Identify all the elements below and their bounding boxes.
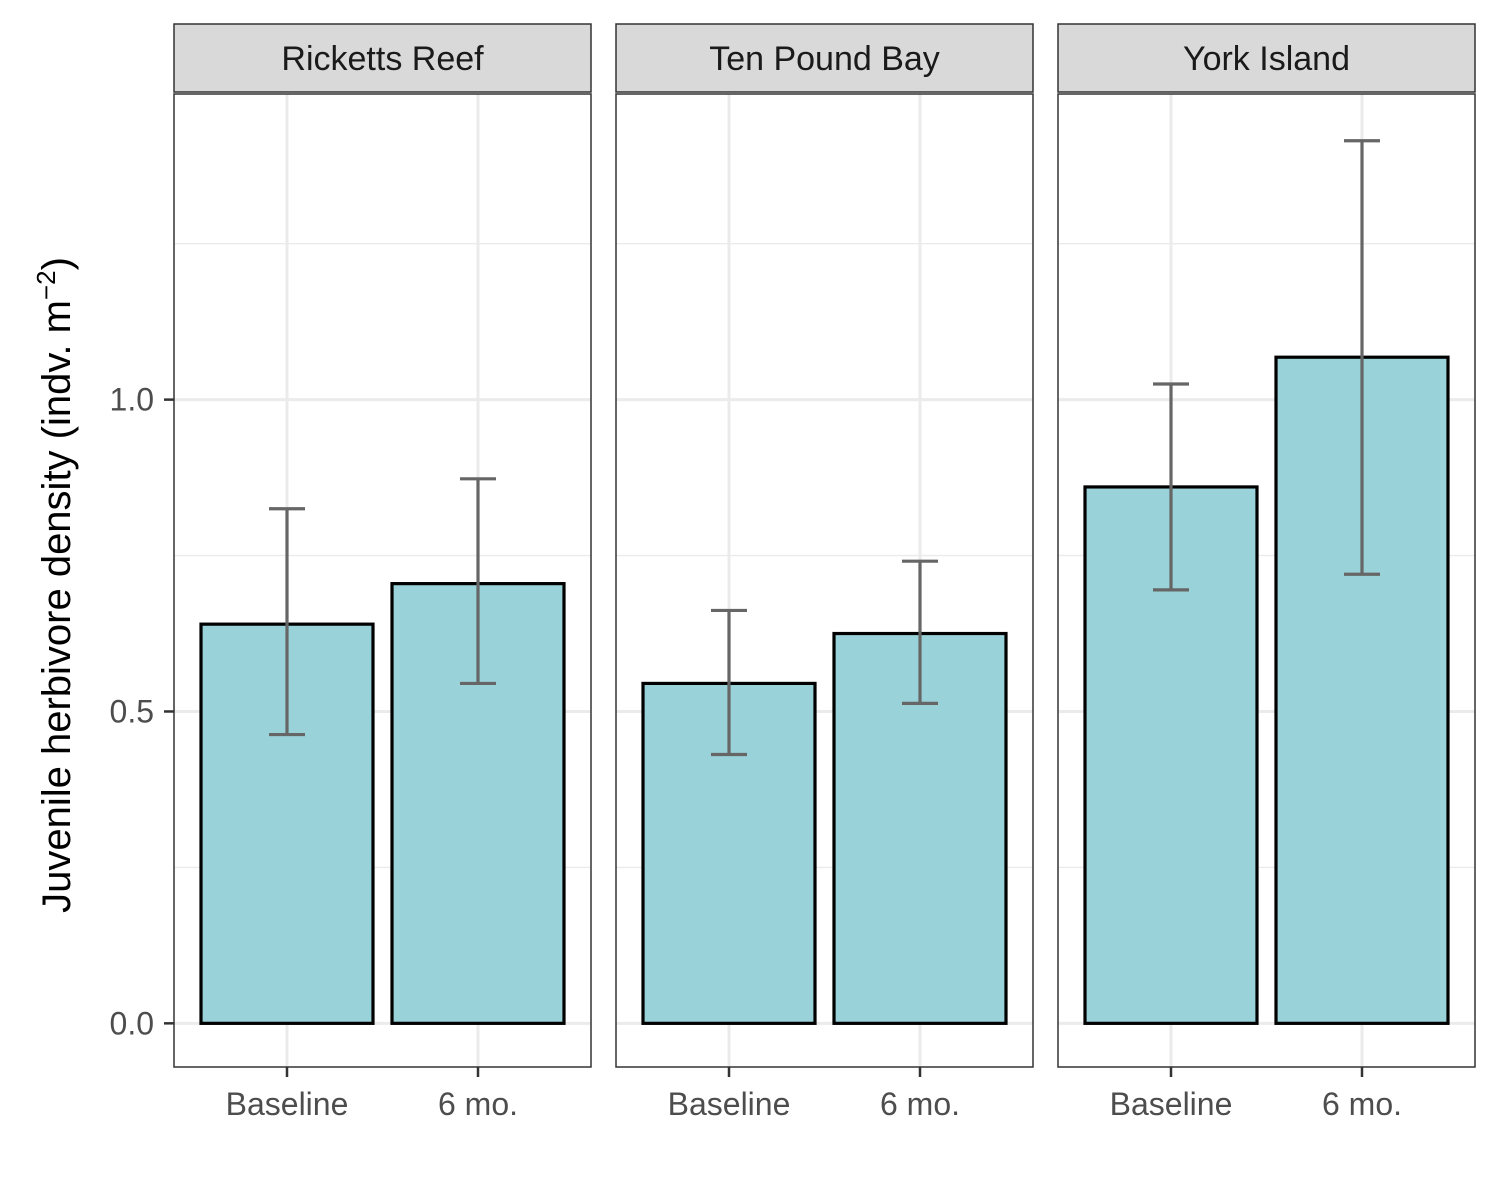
error-bar xyxy=(1344,139,1380,576)
y-tick-label: 0.0 xyxy=(110,1005,154,1041)
error-bar xyxy=(711,608,747,757)
y-tick-label: 1.0 xyxy=(110,382,154,418)
y-axis-title-suffix: ) xyxy=(35,257,79,270)
x-tick-label: Baseline xyxy=(1110,1086,1233,1122)
facet-strip xyxy=(173,23,592,93)
error-bar xyxy=(1153,382,1189,592)
panel-border xyxy=(173,93,592,1068)
error-bar xyxy=(269,507,305,737)
y-axis-title: Juvenile herbivore density (indv. m−2) xyxy=(31,257,79,913)
facet-strip xyxy=(1057,23,1476,93)
facet-panel: Ricketts Reef Baseline 6 mo. xyxy=(173,23,592,1122)
x-tick-label: 6 mo. xyxy=(438,1086,518,1122)
x-tick-label: Baseline xyxy=(668,1086,791,1122)
y-axis-title-main: Juvenile herbivore density (indv. m xyxy=(35,300,79,913)
y-tick-label: 0.5 xyxy=(110,693,154,729)
facet-strip-label: Ten Pound Bay xyxy=(709,40,940,78)
facet-strip-label: Ricketts Reef xyxy=(281,40,484,78)
facet-panel: Ten Pound Bay Baseline 6 mo. xyxy=(615,23,1034,1122)
y-axis: 0.0 0.5 1.0 xyxy=(110,382,174,1041)
x-tick-label: Baseline xyxy=(226,1086,349,1122)
x-tick-label: 6 mo. xyxy=(1322,1086,1402,1122)
error-bar xyxy=(460,477,496,686)
panels-layer: Ricketts Reef Baseline 6 mo. Ten Pound Bay B… xyxy=(173,23,1476,1122)
y-axis-title-superscript: −2 xyxy=(31,270,61,300)
facet-strip xyxy=(615,23,1034,93)
panel-border xyxy=(615,93,1034,1068)
facet-panel: York Island Baseline 6 mo. xyxy=(1057,23,1476,1122)
error-bar xyxy=(902,559,938,705)
x-tick-label: 6 mo. xyxy=(880,1086,960,1122)
panel-border xyxy=(1057,93,1476,1068)
facet-strip-label: York Island xyxy=(1183,40,1350,78)
